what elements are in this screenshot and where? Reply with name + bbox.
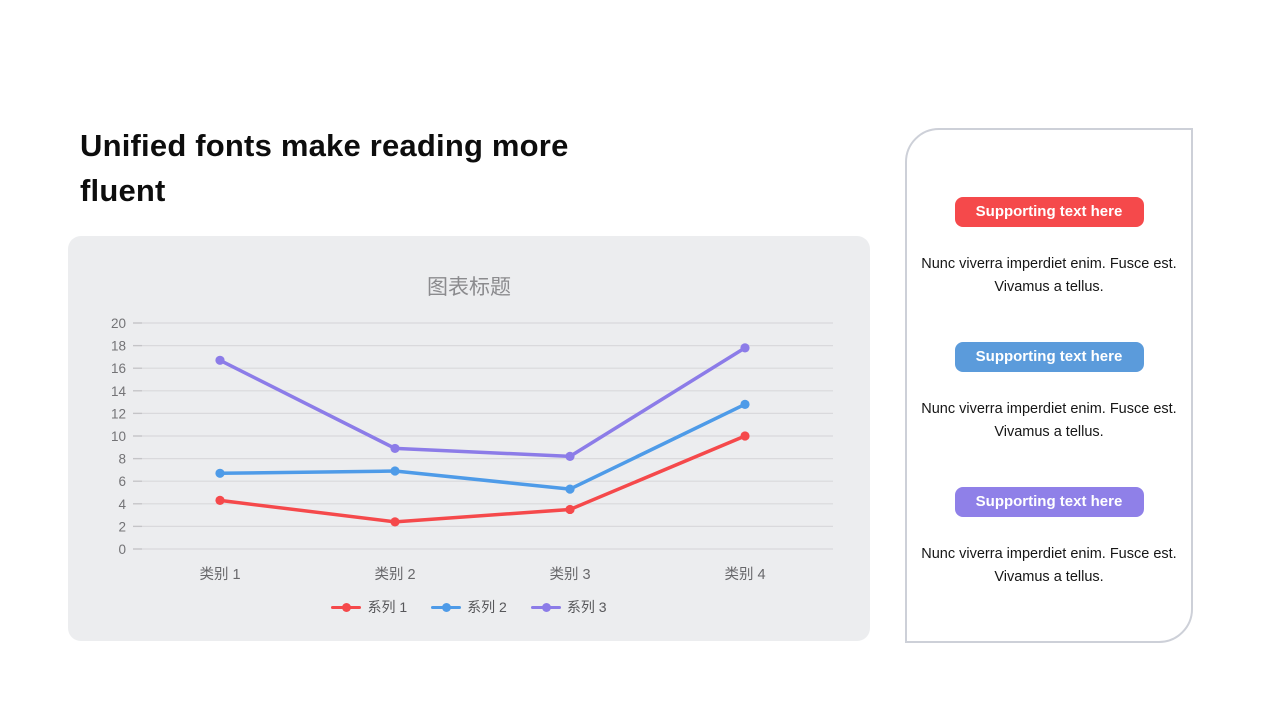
legend-item: 系列 2 [431, 597, 507, 617]
supporting-text-line: Vivamus a tellus. [994, 279, 1104, 295]
supporting-text: Nunc viverra imperdiet enim. Fusce est. … [907, 543, 1191, 589]
svg-text:4: 4 [118, 497, 126, 512]
chart-legend: 系列 1 系列 2 系列 3 [68, 595, 870, 619]
svg-text:类别 3: 类别 3 [549, 566, 590, 583]
supporting-text-line: Vivamus a tellus. [994, 424, 1104, 440]
supporting-text-line: Nunc viverra imperdiet enim. Fusce est. [921, 401, 1177, 417]
svg-text:8: 8 [118, 452, 126, 467]
supporting-button-purple[interactable]: Supporting text here [954, 487, 1144, 517]
line-chart: 0 2 4 6 8 10 12 14 16 18 20 类别 1 类别 2 类别 3 类别 4 [111, 316, 833, 583]
svg-text:类别 2: 类别 2 [374, 566, 415, 583]
supporting-text: Nunc viverra imperdiet enim. Fusce est. … [907, 398, 1191, 444]
svg-text:18: 18 [111, 339, 126, 354]
legend-item: 系列 1 [331, 597, 407, 617]
legend-label: 系列 3 [566, 599, 607, 615]
supporting-button-red[interactable]: Supporting text here [954, 197, 1144, 227]
svg-text:12: 12 [111, 406, 126, 421]
legend-item: 系列 3 [530, 597, 607, 617]
supporting-section-3: Supporting text here Nunc viverra imperd… [907, 487, 1191, 589]
svg-text:6: 6 [118, 474, 126, 489]
svg-text:10: 10 [111, 429, 126, 444]
legend-label: 系列 2 [467, 599, 507, 615]
svg-text:类别 1: 类别 1 [199, 566, 240, 583]
legend-line-dot-icon [530, 602, 561, 612]
chart-title: 图表标题 [427, 276, 511, 299]
svg-text:0: 0 [118, 542, 126, 557]
supporting-text-line: Nunc viverra imperdiet enim. Fusce est. [921, 546, 1177, 562]
legend-line-dot-icon [431, 602, 462, 612]
slide-title: Unified fonts make reading more fluent [80, 128, 569, 208]
svg-text:16: 16 [111, 361, 126, 376]
supporting-section-1: Supporting text here Nunc viverra imperd… [907, 197, 1191, 299]
legend-line-dot-icon [331, 602, 362, 612]
chart-card: 图表标题 0 2 4 6 8 10 12 14 16 18 20 类别 1 类别 2 类别 3 类别 4 系… [68, 236, 870, 641]
svg-text:类别 4: 类别 4 [724, 566, 765, 583]
svg-text:14: 14 [111, 384, 127, 399]
svg-text:20: 20 [111, 316, 126, 331]
svg-text:2: 2 [118, 519, 126, 534]
supporting-panel: Supporting text here Nunc viverra imperd… [905, 128, 1193, 643]
supporting-text-line: Vivamus a tellus. [994, 569, 1104, 585]
supporting-button-blue[interactable]: Supporting text here [954, 342, 1144, 372]
legend-label: 系列 1 [367, 599, 408, 615]
supporting-section-2: Supporting text here Nunc viverra imperd… [907, 342, 1191, 444]
supporting-text-line: Nunc viverra imperdiet enim. Fusce est. [921, 256, 1177, 272]
supporting-text: Nunc viverra imperdiet enim. Fusce est. … [907, 253, 1191, 299]
